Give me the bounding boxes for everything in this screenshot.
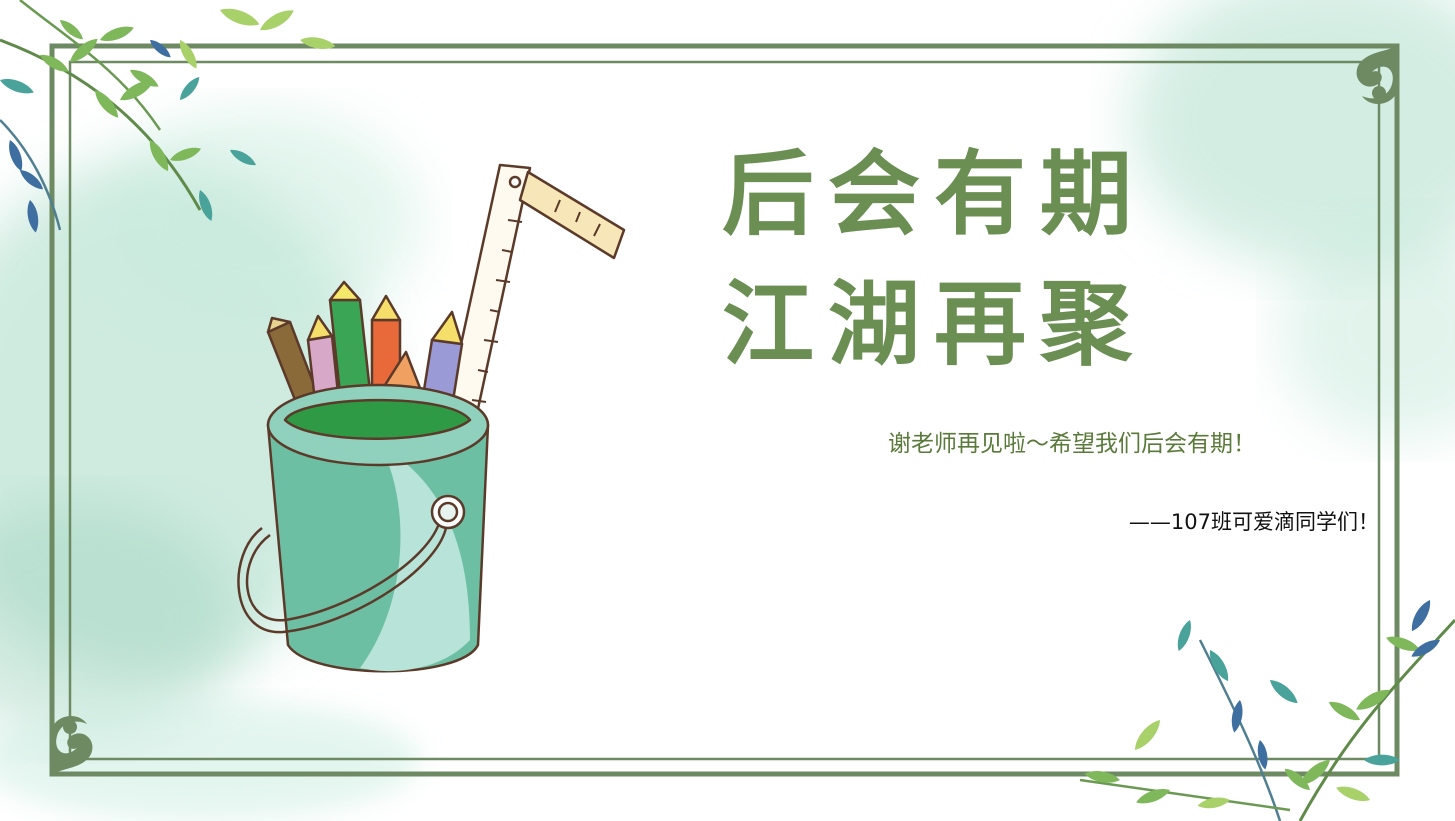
leaf-branch-bottom-right xyxy=(1079,597,1455,821)
corner-ornament-bottom-left xyxy=(52,716,93,774)
signature: ——107班可爱滴同学们！ xyxy=(1128,510,1379,534)
double-frame xyxy=(49,43,1400,777)
title-line-1: 后会有期 xyxy=(722,140,1147,248)
leaf-branch-top-left xyxy=(0,0,337,234)
pencil-cup xyxy=(237,383,490,673)
title-line-2: 江湖再聚 xyxy=(722,270,1147,378)
subtitle: 谢老师再见啦～希望我们后会有期！ xyxy=(888,431,1256,457)
corner-ornament-top-right xyxy=(1356,46,1397,104)
